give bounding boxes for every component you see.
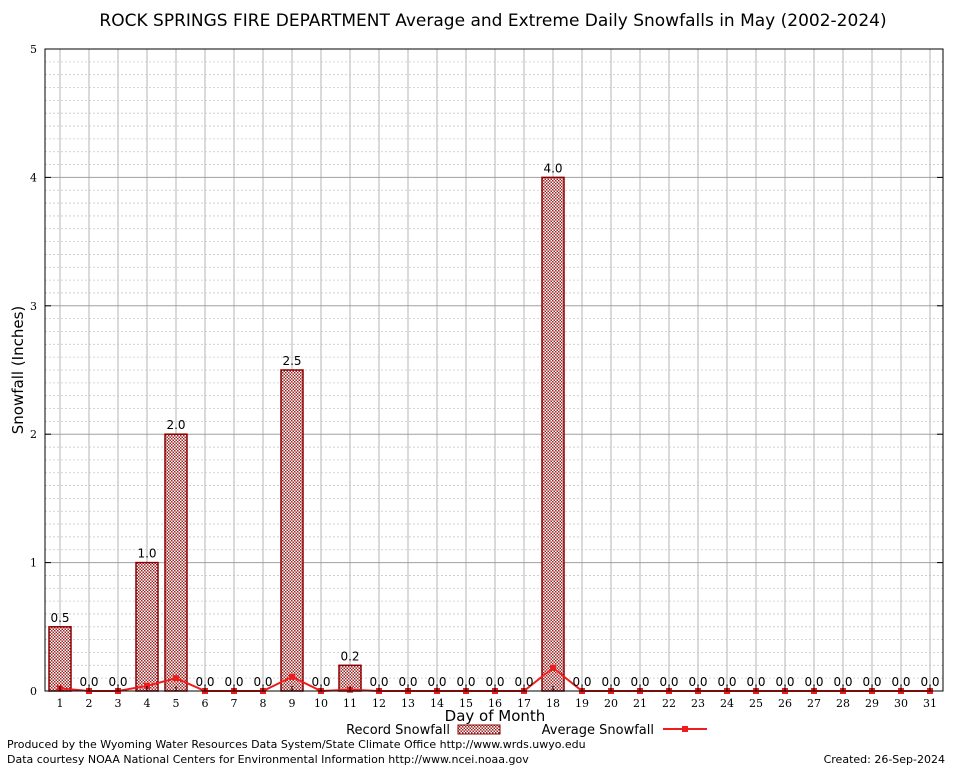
x-tick-label: 8	[260, 697, 267, 710]
x-tick-label: 24	[720, 697, 734, 710]
chart-grid	[45, 49, 943, 691]
data-label: 0.0	[601, 675, 620, 689]
y-tick-label: 2	[30, 428, 37, 441]
x-tick-label: 12	[372, 697, 386, 710]
footer-produced-by: Produced by the Wyoming Water Resources …	[7, 738, 586, 751]
x-tick-label: 20	[604, 697, 618, 710]
data-label: 2.0	[166, 418, 185, 432]
data-label: 0.0	[775, 675, 794, 689]
x-tick-label: 10	[314, 697, 328, 710]
data-label: 0.0	[862, 675, 881, 689]
legend: Record Snowfall Average Snowfall	[346, 723, 707, 738]
y-tick-label: 1	[30, 557, 37, 570]
data-label: 0.0	[311, 675, 330, 689]
data-label: 4.0	[543, 161, 562, 175]
data-label: 0.0	[746, 675, 765, 689]
legend-average-marker	[682, 726, 688, 732]
x-tick-label: 14	[430, 697, 444, 710]
data-label: 0.0	[398, 675, 417, 689]
x-tick-label: 25	[749, 697, 763, 710]
y-tick-label: 0	[30, 685, 37, 698]
y-tick-label: 4	[30, 171, 37, 184]
data-label: 0.5	[50, 611, 69, 625]
x-tick-label: 2	[86, 697, 93, 710]
x-tick-label: 29	[865, 697, 879, 710]
chart-title: ROCK SPRINGS FIRE DEPARTMENT Average and…	[99, 11, 886, 31]
x-tick-label: 9	[289, 697, 296, 710]
data-label: 0.0	[659, 675, 678, 689]
x-tick-label: 4	[144, 697, 151, 710]
x-tick-label: 27	[807, 697, 821, 710]
record-bar	[280, 369, 304, 692]
x-tick-labels: 1 2 3 4 5 6 7 8 9 10 11 12 13 14 15 16 17 18 19 20 21 22 23 24 2…	[57, 686, 937, 710]
data-label: 0.0	[688, 675, 707, 689]
x-tick-label: 1	[57, 697, 64, 710]
data-label: 0.2	[340, 649, 359, 663]
legend-record-swatch	[457, 724, 501, 735]
plot-frame	[44, 48, 944, 692]
x-tick-label: 11	[343, 697, 357, 710]
legend-record-label: Record Snowfall	[346, 723, 450, 738]
data-label: 0.0	[79, 675, 98, 689]
data-label: 0.0	[253, 675, 272, 689]
data-label: 0.0	[195, 675, 214, 689]
data-label: 0.0	[630, 675, 649, 689]
x-tick-label: 28	[836, 697, 850, 710]
data-labels: 0.5 0.0 0.0 1.0 2.0 0.0 0.0 0.0 2.5 0.0 0.2 0.0 0.0 0…	[50, 161, 939, 689]
data-label: 0.0	[108, 675, 127, 689]
y-axis-label: Snowfall (Inches)	[9, 306, 27, 434]
data-label: 1.0	[137, 547, 156, 561]
x-tick-label: 19	[575, 697, 589, 710]
data-label: 0.0	[804, 675, 823, 689]
record-bar	[135, 561, 159, 692]
data-label: 0.0	[427, 675, 446, 689]
data-label: 0.0	[717, 675, 736, 689]
x-tick-label: 18	[546, 697, 560, 710]
x-tick-label: 26	[778, 697, 792, 710]
legend-average-label: Average Snowfall	[542, 723, 654, 738]
average-point	[173, 675, 179, 682]
footer-courtesy: Data courtesy NOAA National Centers for …	[7, 753, 529, 766]
data-label: 0.0	[891, 675, 910, 689]
data-label: 0.0	[514, 675, 533, 689]
x-tick-label: 21	[633, 697, 647, 710]
x-axis-label: Day of Month	[445, 707, 546, 725]
average-point	[289, 673, 295, 680]
x-tick-label: 15	[459, 697, 473, 710]
record-bar	[164, 433, 188, 692]
x-tick-label: 23	[691, 697, 705, 710]
data-label: 0.0	[572, 675, 591, 689]
record-bar	[541, 176, 565, 692]
x-tick-label: 7	[231, 697, 238, 710]
data-label: 0.0	[833, 675, 852, 689]
y-tick-label: 5	[30, 43, 37, 56]
average-point	[550, 664, 556, 671]
x-tick-label: 3	[115, 697, 122, 710]
x-tick-label: 16	[488, 697, 502, 710]
x-tick-label: 31	[923, 697, 937, 710]
y-tick-label: 3	[30, 300, 37, 313]
average-point	[144, 682, 150, 689]
record-bar	[48, 626, 72, 692]
footer-created: Created: 26-Sep-2024	[823, 753, 945, 766]
x-tick-label: 17	[517, 697, 531, 710]
data-label: 0.0	[369, 675, 388, 689]
y-tick-labels: 0 1 2 3 4 5	[30, 43, 943, 698]
data-label: 0.0	[224, 675, 243, 689]
x-tick-label: 22	[662, 697, 676, 710]
x-tick-label: 30	[894, 697, 908, 710]
x-tick-label: 6	[202, 697, 209, 710]
x-tick-label: 5	[173, 697, 180, 710]
data-label: 0.0	[485, 675, 504, 689]
data-label: 0.0	[920, 675, 939, 689]
data-label: 0.0	[456, 675, 475, 689]
record-bars	[48, 176, 565, 692]
data-label: 2.5	[282, 354, 301, 368]
x-tick-label: 13	[401, 697, 415, 710]
